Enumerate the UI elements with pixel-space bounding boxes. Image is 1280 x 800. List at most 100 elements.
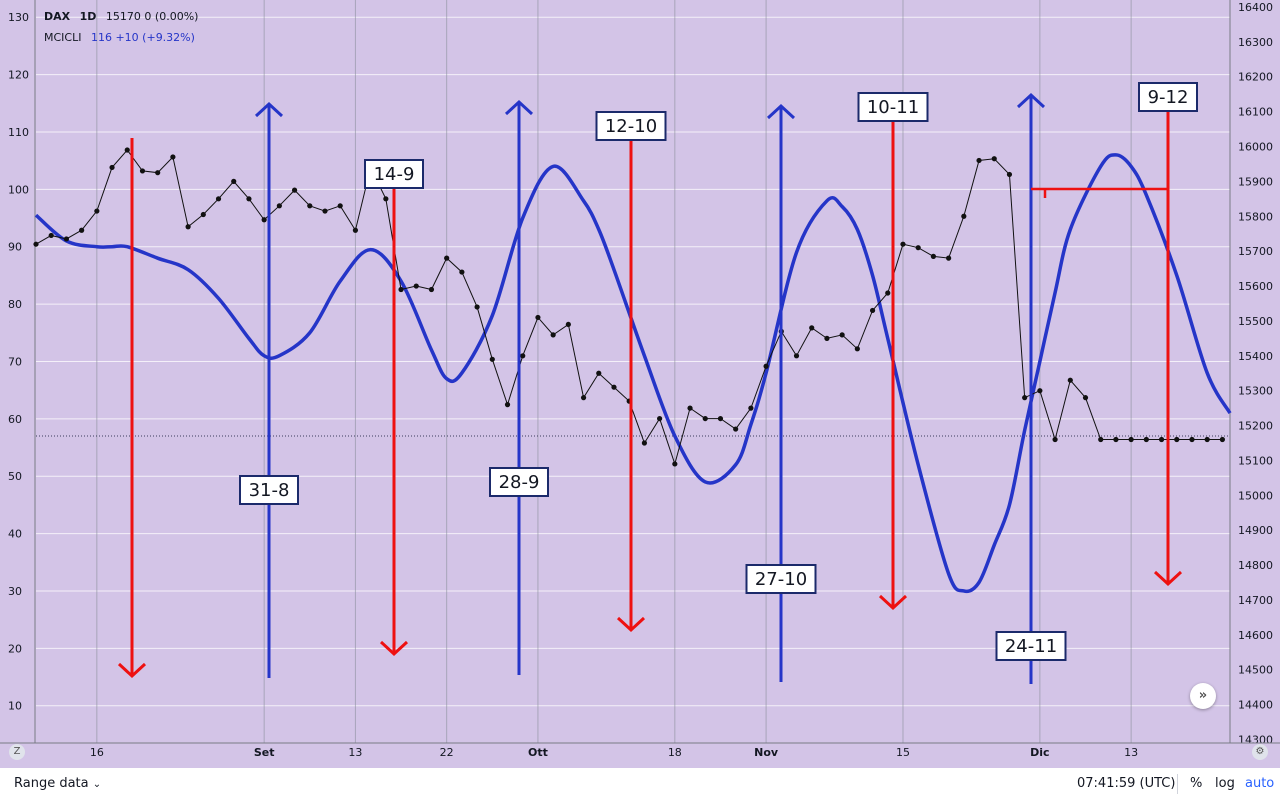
arrow-head-down [878, 594, 908, 611]
price-point [94, 208, 100, 214]
price-point [261, 217, 267, 223]
arrow-head-down [1153, 570, 1183, 587]
top-arrow [117, 138, 147, 679]
arrow-head-down [616, 616, 646, 633]
percent-scale-button[interactable]: % [1190, 776, 1203, 791]
annotation-label: 9-12 [1148, 87, 1189, 108]
x-tick-label: Ott [528, 746, 548, 759]
x-axis: 16 Set 13 22 Ott 18 Nov 15 Dic 13 [0, 742, 1280, 759]
right-tick-label: 14700 [1238, 594, 1273, 607]
right-tick-label: 16000 [1238, 141, 1273, 154]
price-point [489, 356, 495, 362]
x-tick-label: 22 [440, 746, 454, 759]
price-point [1052, 436, 1058, 443]
cycle-line-mcicli [34, 153, 1232, 594]
divider [1177, 774, 1178, 794]
indicator-value: 116 [90, 31, 112, 44]
price-point [824, 335, 830, 341]
left-tick-label: 10 [8, 700, 22, 713]
price-point [748, 405, 754, 411]
price-point [428, 286, 435, 293]
price-point [854, 346, 860, 352]
right-tick-label: 15900 [1238, 175, 1273, 188]
price-point [520, 353, 526, 359]
price-point [1098, 436, 1104, 443]
price-point [246, 196, 252, 202]
price-point [657, 415, 663, 422]
price-point [839, 332, 845, 338]
x-tick-label: Dic [1030, 746, 1049, 759]
timezone-z-button[interactable]: Z [9, 744, 25, 760]
legend-price: 15170 [105, 10, 141, 23]
price-point [322, 208, 328, 214]
left-tick-label: 120 [8, 69, 29, 82]
top-arrow: 12-10 [595, 111, 667, 633]
price-point [155, 170, 161, 176]
gear-icon[interactable]: ⚙ [1252, 744, 1268, 760]
price-point [352, 227, 359, 233]
left-tick-label: 80 [8, 298, 22, 311]
price-point [763, 363, 769, 369]
auto-scale-button[interactable]: auto [1245, 776, 1275, 791]
price-point [1082, 395, 1089, 401]
x-tick-label: 13 [348, 746, 362, 759]
price-point [139, 168, 146, 174]
price-point [930, 253, 937, 259]
left-tick-label: 30 [8, 585, 22, 598]
right-tick-label: 15300 [1238, 385, 1273, 398]
price-point [1158, 436, 1165, 443]
price-point [474, 304, 480, 310]
left-tick-label: 60 [8, 413, 22, 426]
price-point [702, 415, 708, 422]
top-arrow: 14-9 [364, 159, 424, 657]
price-point [48, 232, 54, 239]
left-axis: 10 20 30 40 50 60 70 80 90 100 110 120 130 [8, 0, 36, 743]
x-tick-label: 18 [668, 746, 682, 759]
arrow-head-down [379, 640, 409, 657]
right-tick-label: 14400 [1238, 699, 1273, 712]
price-point [185, 224, 191, 230]
legend-row-indicator: MCICLI 116 +10 (+9.32%) [44, 27, 198, 48]
arrow-head-down [117, 662, 147, 679]
annotation-label: 24-11 [1005, 636, 1057, 657]
price-point [307, 203, 313, 209]
price-point [383, 196, 389, 202]
range-data-button[interactable]: Range data ⌄ [14, 776, 101, 791]
annotation-label: 31-8 [249, 480, 290, 501]
price-point [1189, 436, 1195, 443]
top-arrow: 10-11 [857, 92, 929, 611]
legend: DAX 1D 15170 0 (0.00%) MCICLI 116 +10 (+… [44, 6, 198, 48]
price-point [1022, 395, 1028, 401]
annotation-box [364, 159, 424, 189]
scroll-to-realtime-button[interactable]: » [1190, 683, 1216, 709]
legend-symbol[interactable]: DAX [44, 10, 71, 23]
indicator-name[interactable]: MCICLI [44, 31, 82, 44]
right-tick-label: 14900 [1238, 524, 1273, 537]
price-point [33, 241, 39, 247]
price-point [976, 157, 982, 164]
price-point [109, 164, 115, 171]
chevron-down-icon: ⌄ [92, 779, 102, 790]
price-point [459, 269, 465, 275]
left-tick-label: 20 [8, 642, 22, 655]
left-tick-label: 70 [8, 355, 22, 368]
left-tick-label: 50 [8, 470, 22, 483]
x-tick-label: 16 [90, 746, 104, 759]
price-point [398, 286, 404, 293]
log-scale-button[interactable]: log [1215, 776, 1235, 791]
annotations: 31-8 14-9 28-9 12-10 27-10 10-11 24-11 9-12 [117, 82, 1198, 684]
price-point [1143, 436, 1149, 443]
price-point [1037, 388, 1043, 394]
annotation-label: 12-10 [605, 116, 657, 137]
series-layer [33, 147, 1232, 594]
bottom-arrow: 31-8 [239, 101, 299, 678]
bottom-arrow: 28-9 [489, 99, 549, 675]
x-tick-label: Set [254, 746, 275, 759]
price-point [79, 227, 85, 233]
annotation-box [489, 467, 549, 497]
clock[interactable]: 07:41:59 (UTC) [1077, 776, 1176, 791]
arrow-head-up [1016, 92, 1046, 109]
right-tick-label: 16200 [1238, 71, 1273, 84]
